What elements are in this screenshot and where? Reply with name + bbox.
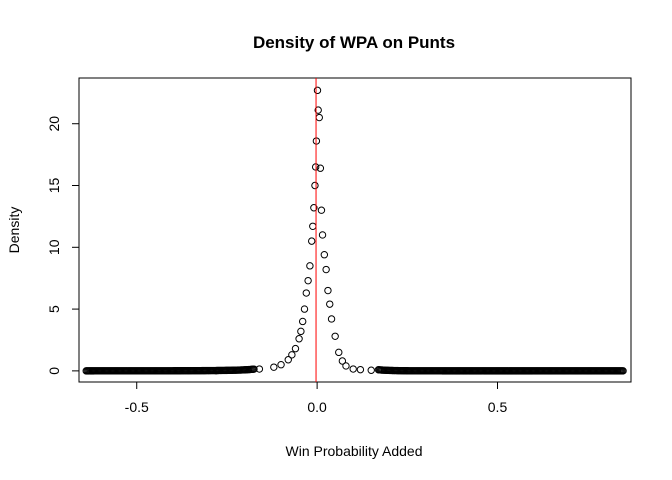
data-point xyxy=(342,362,350,370)
data-point xyxy=(241,366,249,374)
plot-box xyxy=(78,77,632,383)
data-point xyxy=(288,351,296,359)
data-point xyxy=(314,106,322,114)
data-point xyxy=(212,366,220,375)
x-tick-label: 0.5 xyxy=(488,399,508,415)
data-point xyxy=(300,305,309,313)
data-point xyxy=(311,181,319,190)
data-point xyxy=(317,206,326,214)
data-point xyxy=(250,365,258,373)
x-tick-label: 0.0 xyxy=(307,399,327,415)
data-point xyxy=(308,237,316,245)
y-tick-label: 0 xyxy=(46,367,62,375)
data-point xyxy=(309,222,317,230)
x-tick-label: -0.5 xyxy=(125,399,149,415)
data-point xyxy=(356,365,365,374)
data-point xyxy=(270,363,278,371)
data-point xyxy=(349,365,357,373)
data-point xyxy=(367,366,375,374)
data-points xyxy=(82,86,627,375)
y-tick-label: 5 xyxy=(46,305,62,313)
data-point xyxy=(619,367,627,375)
data-point xyxy=(291,344,300,353)
data-point xyxy=(324,286,332,295)
data-point xyxy=(277,360,285,369)
data-point xyxy=(284,356,292,364)
data-point xyxy=(320,251,329,259)
y-tick-label: 20 xyxy=(46,116,62,132)
y-axis: 0 5 10 15 20 xyxy=(46,116,80,375)
x-axis-label: Win Probability Added xyxy=(286,443,423,459)
data-point xyxy=(315,113,323,122)
data-point xyxy=(338,357,347,365)
data-point xyxy=(304,276,312,285)
y-axis-label: Density xyxy=(6,207,22,254)
data-point xyxy=(318,231,327,239)
chart-title: Density of WPA on Punts xyxy=(253,33,455,52)
y-tick-label: 15 xyxy=(46,178,62,194)
data-point xyxy=(326,300,334,308)
data-point xyxy=(327,315,336,323)
data-point xyxy=(316,164,325,172)
y-tick-label: 10 xyxy=(46,239,62,255)
data-point xyxy=(298,317,307,326)
data-point xyxy=(255,365,264,373)
data-point xyxy=(297,327,305,336)
data-point xyxy=(335,348,343,357)
data-point xyxy=(313,86,322,95)
data-point xyxy=(331,332,339,340)
data-point xyxy=(295,335,303,343)
data-point xyxy=(310,204,318,212)
data-point xyxy=(322,265,330,274)
data-point xyxy=(302,289,310,297)
x-axis: -0.5 0.0 0.5 xyxy=(125,381,508,415)
data-point xyxy=(306,262,314,270)
